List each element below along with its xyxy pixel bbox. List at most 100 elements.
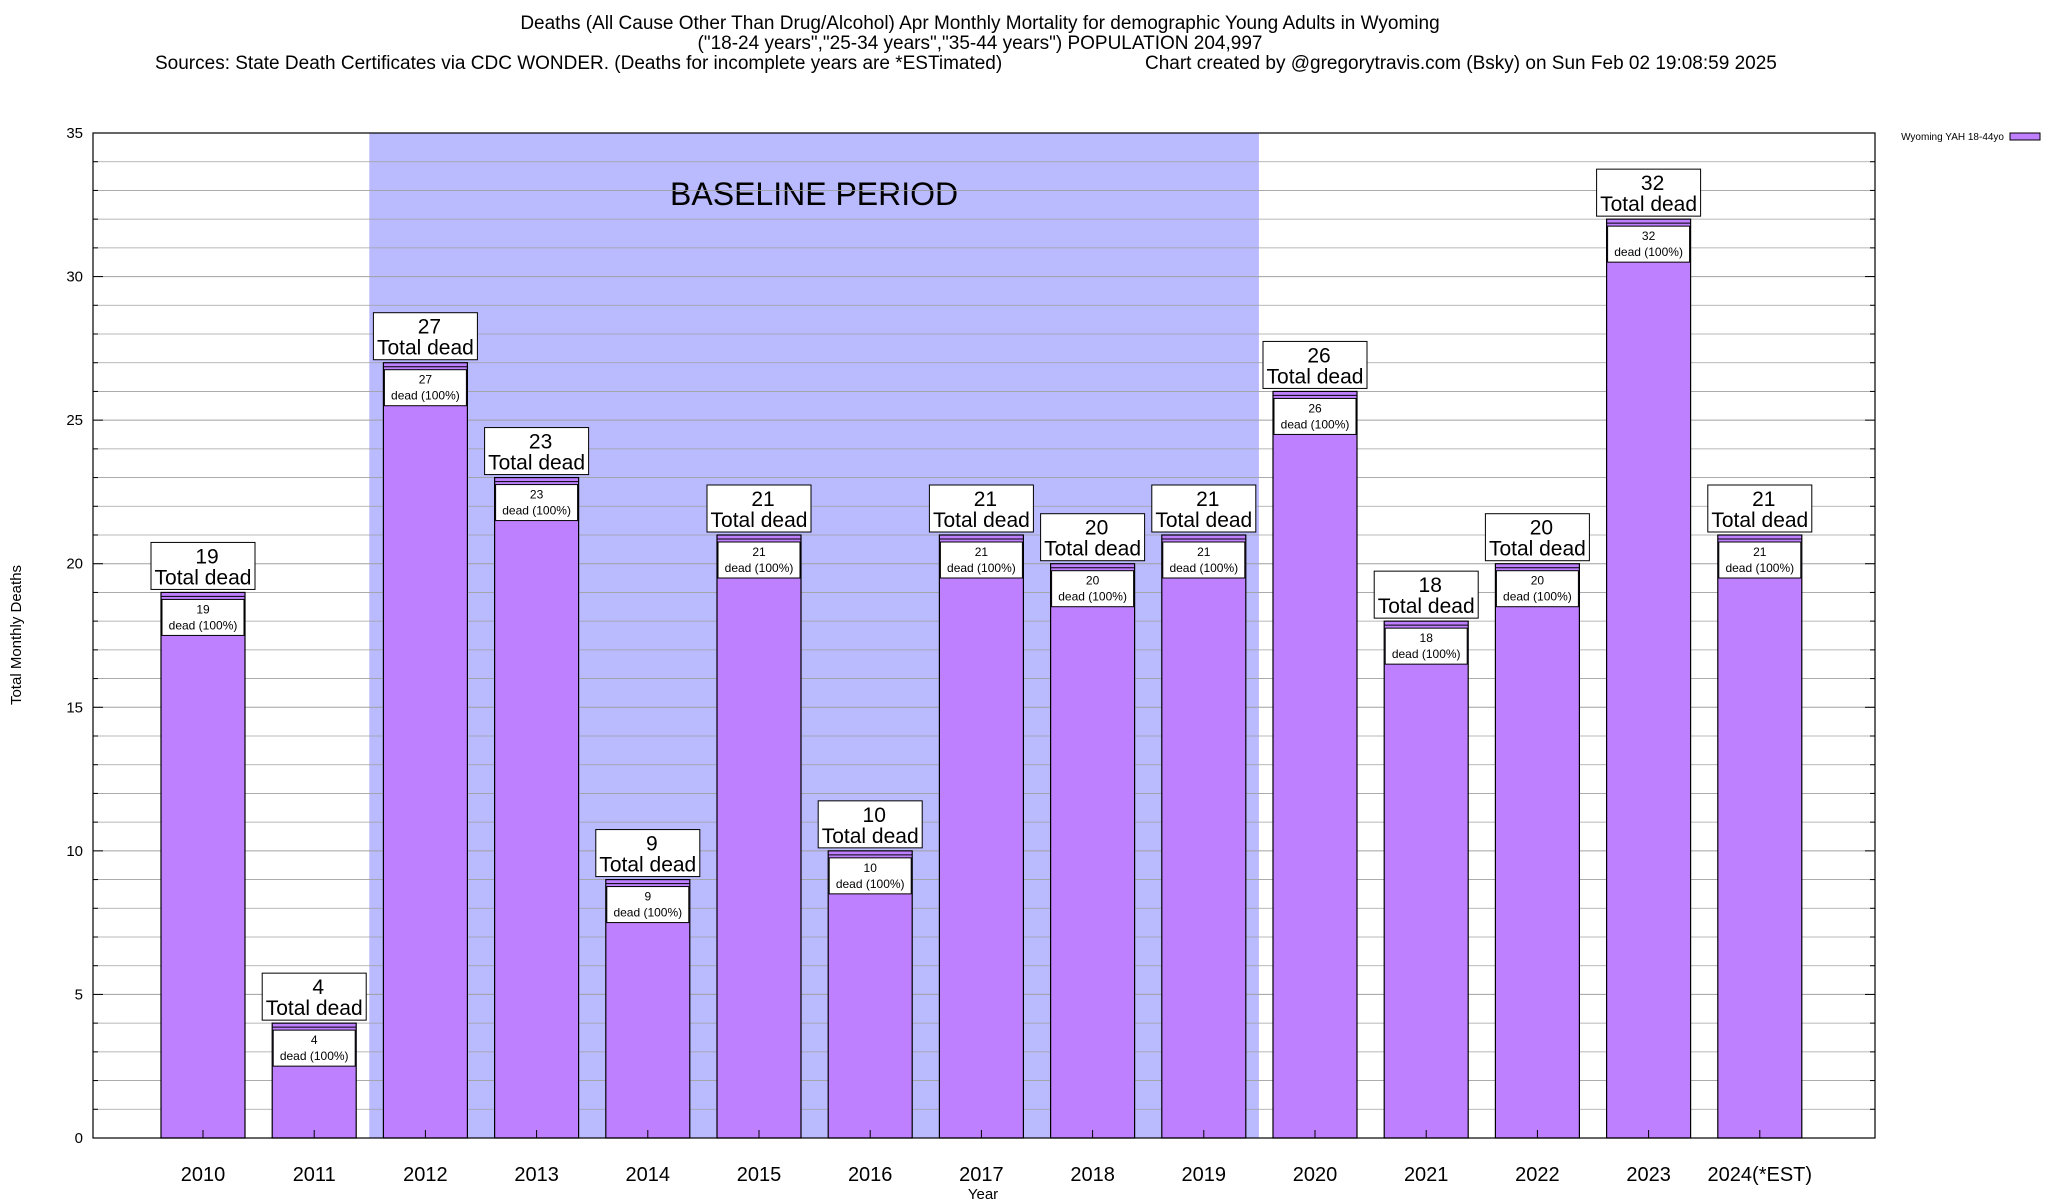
chart-credit: Chart created by @gregorytravis.com (Bsk… — [1145, 53, 1777, 74]
inner-label-value: 21 — [1197, 545, 1211, 559]
top-label-value: 20 — [1085, 517, 1108, 540]
inner-label-box — [1718, 541, 1802, 579]
inner-label-box — [606, 886, 690, 924]
top-label-text: Total dead — [1711, 509, 1808, 532]
legend-label: Wyoming YAH 18-44yo — [1901, 132, 2004, 143]
x-tick-label: 2018 — [1070, 1164, 1115, 1186]
top-label-box — [372, 312, 478, 361]
top-label-box — [150, 541, 256, 590]
top-label-text: Total dead — [933, 509, 1030, 532]
x-tick-label: 2011 — [293, 1164, 336, 1186]
x-tick-label: 2017 — [959, 1164, 1004, 1186]
top-label-value: 32 — [1641, 172, 1664, 195]
top-label-box — [817, 800, 923, 849]
top-label-box — [484, 427, 590, 476]
top-label-value: 27 — [418, 316, 441, 339]
inner-label-box — [1384, 627, 1468, 665]
top-label-box — [928, 484, 1034, 533]
y-tick-label: 5 — [75, 986, 83, 1003]
bar-2013 — [494, 476, 580, 1139]
y-tick-label: 20 — [66, 556, 83, 573]
top-label-box — [1707, 484, 1813, 533]
bar-2010 — [160, 591, 246, 1139]
top-label-box — [706, 484, 812, 533]
top-label-value: 19 — [195, 545, 218, 568]
legend-swatch — [2009, 132, 2041, 141]
inner-label-box — [495, 484, 579, 522]
y-axis-label: Total Monthly Deaths — [8, 565, 25, 705]
inner-label-value: 32 — [1642, 229, 1656, 243]
top-label-text: Total dead — [377, 337, 474, 360]
top-label-value: 21 — [974, 488, 997, 511]
x-tick-label: 2020 — [1293, 1164, 1338, 1186]
top-label-text: Total dead — [155, 566, 252, 589]
bar-2022 — [1494, 563, 1581, 1139]
inner-label-value: 27 — [419, 373, 433, 387]
top-label-value: 10 — [863, 804, 886, 827]
inner-label-box — [383, 369, 467, 407]
y-tick-label: 15 — [66, 699, 83, 716]
top-label-box — [1596, 168, 1702, 217]
top-label-text: Total dead — [1267, 365, 1364, 388]
inner-label-text: dead (100%) — [1614, 245, 1683, 259]
inner-label-box — [939, 541, 1023, 579]
inner-label-text: dead (100%) — [725, 561, 794, 575]
x-tick-label: 2023 — [1626, 1164, 1671, 1186]
bar-2021 — [1383, 620, 1469, 1139]
inner-label-value: 20 — [1086, 574, 1100, 588]
bar-2016 — [827, 850, 913, 1139]
bar-2024(*EST) — [1717, 534, 1803, 1139]
x-axis-label: Year — [968, 1186, 998, 1200]
x-tick-label: 2016 — [848, 1164, 893, 1186]
top-label-value: 20 — [1530, 517, 1553, 540]
inner-label-box — [1273, 397, 1357, 435]
top-label-text: Total dead — [1489, 538, 1586, 561]
inner-label-text: dead (100%) — [169, 618, 238, 632]
top-label-value: 23 — [529, 431, 552, 454]
x-tick-label: 2022 — [1515, 1164, 1560, 1186]
chart-sources: Sources: State Death Certificates via CD… — [155, 53, 1003, 74]
top-label-text: Total dead — [711, 509, 808, 532]
x-tick-label: 2024(*EST) — [1708, 1164, 1813, 1186]
top-label-box — [1262, 340, 1368, 389]
inner-label-box — [1162, 541, 1246, 579]
inner-label-value: 21 — [752, 545, 766, 559]
x-tick-label: 2015 — [737, 1164, 782, 1186]
x-tick-label: 2014 — [626, 1164, 671, 1186]
inner-label-value: 20 — [1531, 574, 1545, 588]
bar-2012 — [382, 362, 468, 1139]
inner-label-text: dead (100%) — [1281, 417, 1350, 431]
inner-label-box — [1495, 570, 1579, 608]
top-label-text: Total dead — [1044, 538, 1141, 561]
inner-label-box — [272, 1029, 356, 1067]
top-label-text: Total dead — [1600, 193, 1697, 216]
top-label-text: Total dead — [488, 452, 585, 475]
top-label-value: 21 — [1752, 488, 1775, 511]
top-label-value: 9 — [646, 833, 658, 856]
y-tick-label: 0 — [75, 1130, 83, 1147]
chart-subtitle: ("18-24 years","25-34 years","35-44 year… — [697, 33, 1263, 54]
inner-label-text: dead (100%) — [613, 906, 682, 920]
inner-label-value: 21 — [975, 545, 989, 559]
top-label-box — [1484, 513, 1590, 562]
inner-label-text: dead (100%) — [1725, 561, 1794, 575]
x-tick-label: 2021 — [1404, 1164, 1449, 1186]
inner-label-value: 26 — [1308, 401, 1322, 415]
chart-title: Deaths (All Cause Other Than Drug/Alcoho… — [520, 13, 1440, 34]
top-label-text: Total dead — [1155, 509, 1252, 532]
top-label-value: 26 — [1307, 344, 1330, 367]
inner-label-text: dead (100%) — [836, 877, 905, 891]
inner-label-text: dead (100%) — [1503, 590, 1572, 604]
y-tick-label: 25 — [66, 412, 83, 429]
inner-label-value: 19 — [196, 602, 210, 616]
top-label-text: Total dead — [266, 997, 363, 1020]
y-tick-label: 10 — [66, 843, 83, 860]
inner-label-box — [1607, 225, 1691, 263]
top-label-box — [1373, 570, 1479, 619]
top-label-value: 18 — [1419, 574, 1442, 597]
inner-label-text: dead (100%) — [391, 389, 460, 403]
inner-label-value: 21 — [1753, 545, 1767, 559]
top-label-text: Total dead — [1378, 595, 1475, 618]
inner-label-text: dead (100%) — [1392, 647, 1461, 661]
bar-2019 — [1161, 534, 1247, 1139]
